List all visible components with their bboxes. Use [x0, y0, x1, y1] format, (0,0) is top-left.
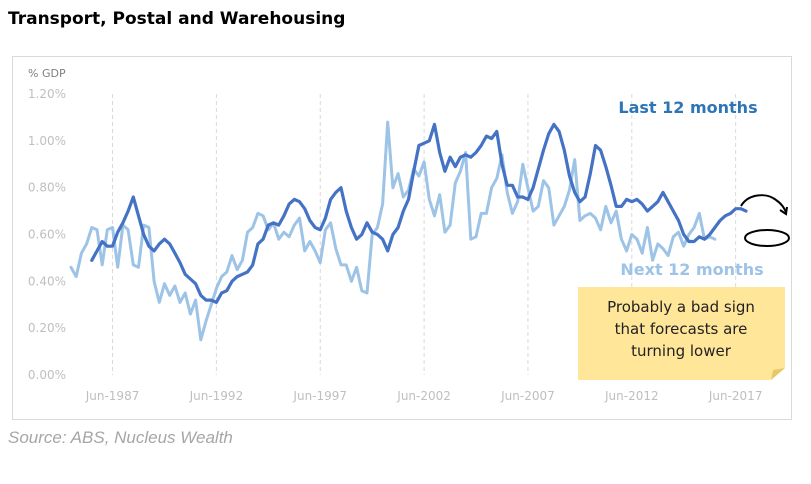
y-tick-label: 0.20%: [28, 321, 66, 335]
curved-arrow-icon: [740, 194, 787, 213]
note-background: [578, 287, 785, 380]
note-line-1: Probably a bad sign: [607, 298, 755, 316]
y-tick-label: 0.00%: [28, 368, 66, 382]
x-tick-label: Jun-2017: [708, 389, 763, 403]
series-label-last-12-months: Last 12 months: [618, 98, 757, 117]
y-tick-label: 1.00%: [28, 134, 66, 148]
y-tick-label: 0.80%: [28, 181, 66, 195]
y-tick-label: 0.40%: [28, 274, 66, 288]
note-line-2: that forecasts are: [615, 320, 748, 338]
x-tick-label: Jun-2007: [500, 389, 555, 403]
note-line-3: turning lower: [631, 342, 732, 360]
x-tick-label: Jun-1997: [292, 389, 347, 403]
x-tick-label: Jun-2002: [396, 389, 451, 403]
series-label-next-12-months: Next 12 months: [620, 260, 763, 279]
y-tick-label: 1.20%: [28, 87, 66, 101]
chart-frame: [12, 56, 792, 420]
page-title: Transport, Postal and Warehousing: [8, 9, 346, 29]
series-line-last-12-months: [90, 122, 748, 304]
source-note: Source: ABS, Nucleus Wealth: [8, 428, 233, 447]
circle-mark-icon: [744, 229, 790, 247]
x-tick-label: Jun-2012: [604, 389, 659, 403]
y-tick-label: 0.60%: [28, 228, 66, 242]
y-axis-label: % GDP: [28, 67, 66, 80]
x-tick-label: Jun-1992: [189, 389, 244, 403]
note-fold: [771, 368, 785, 380]
axis-labels: % GDP 0.00% 0.20% 0.40% 0.60% 0.80% 1.00% 1.20%…: [28, 67, 763, 403]
arrow-head-icon: [779, 206, 788, 216]
x-tick-label: Jun-1987: [85, 389, 140, 403]
series-lines: [69, 120, 748, 342]
annotation-note: Probably a bad sign that forecasts are t…: [578, 287, 785, 380]
series-line-next-12-months: [69, 120, 717, 342]
